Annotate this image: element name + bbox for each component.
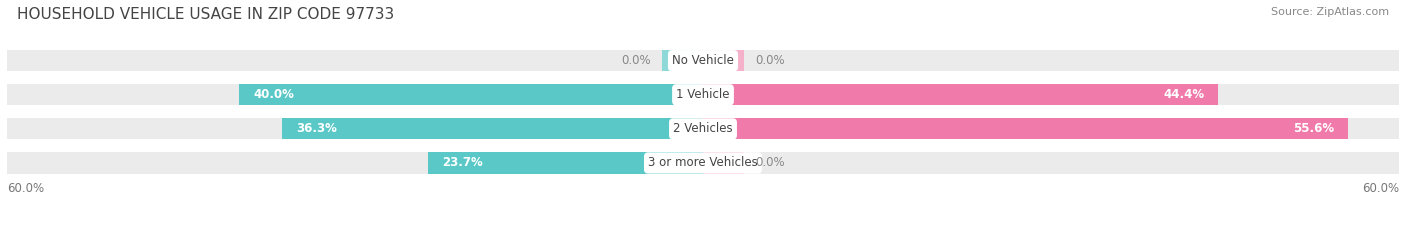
Text: 44.4%: 44.4% bbox=[1163, 88, 1204, 101]
Text: No Vehicle: No Vehicle bbox=[672, 54, 734, 67]
Bar bbox=[427, 152, 703, 174]
Text: 3 or more Vehicles: 3 or more Vehicles bbox=[648, 157, 758, 169]
Text: 1 Vehicle: 1 Vehicle bbox=[676, 88, 730, 101]
Text: 40.0%: 40.0% bbox=[253, 88, 294, 101]
Text: 55.6%: 55.6% bbox=[1294, 122, 1334, 135]
Bar bbox=[662, 50, 703, 71]
Bar bbox=[239, 84, 703, 105]
Bar bbox=[703, 50, 744, 71]
Text: 60.0%: 60.0% bbox=[7, 182, 44, 195]
Text: 0.0%: 0.0% bbox=[621, 54, 651, 67]
Text: 23.7%: 23.7% bbox=[441, 157, 482, 169]
Bar bbox=[703, 84, 1218, 105]
Bar bbox=[703, 118, 1348, 140]
Text: Source: ZipAtlas.com: Source: ZipAtlas.com bbox=[1271, 7, 1389, 17]
Text: HOUSEHOLD VEHICLE USAGE IN ZIP CODE 97733: HOUSEHOLD VEHICLE USAGE IN ZIP CODE 9773… bbox=[17, 7, 394, 22]
Bar bbox=[7, 152, 1399, 174]
Text: 0.0%: 0.0% bbox=[755, 54, 785, 67]
Bar bbox=[7, 50, 1399, 71]
Bar bbox=[703, 152, 744, 174]
Bar bbox=[7, 84, 1399, 105]
Bar bbox=[7, 118, 1399, 140]
Text: 60.0%: 60.0% bbox=[1362, 182, 1399, 195]
Text: 2 Vehicles: 2 Vehicles bbox=[673, 122, 733, 135]
Text: 0.0%: 0.0% bbox=[755, 157, 785, 169]
Bar bbox=[283, 118, 703, 140]
Text: 36.3%: 36.3% bbox=[295, 122, 336, 135]
